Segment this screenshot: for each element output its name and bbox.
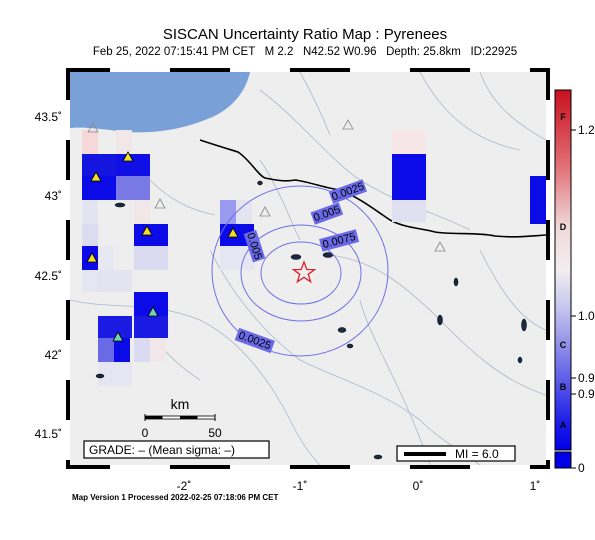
scale-bar: km 0 50 xyxy=(142,396,222,440)
epicenter-star-icon xyxy=(291,260,317,284)
lon-label: 0˚ xyxy=(413,479,424,493)
scale-start: 0 xyxy=(142,426,149,440)
station-triangle xyxy=(154,198,166,209)
grade-letter: D xyxy=(560,222,567,232)
event-info: Feb 25, 2022 07:15:41 PM CET M 2.2 N42.5… xyxy=(92,46,518,58)
scale-end: 50 xyxy=(208,426,222,440)
grade-label: GRADE: – (Mean sigma: –) xyxy=(89,443,235,457)
colorbar: F D C B A 1.2 1.0 0.9 0.9 0 xyxy=(554,89,595,475)
latitude-labels: 43.5˚ 43˚ 42.5˚ 42˚ 41.5˚ xyxy=(35,110,62,441)
scale-unit: km xyxy=(171,396,190,412)
footer-processing-note: Map Version 1 Processed 2022-02-25 07:18… xyxy=(72,493,279,502)
longitude-labels: -2˚ -1˚ 0˚ 1˚ xyxy=(177,479,541,493)
grade-letter: B xyxy=(560,382,567,392)
mi-label: MI = 6.0 xyxy=(455,447,499,461)
lakes xyxy=(95,180,527,460)
lat-label: 43.5˚ xyxy=(35,110,62,124)
sea-area xyxy=(70,72,250,133)
station-triangle xyxy=(112,331,124,342)
contour-lines xyxy=(211,185,389,357)
grade-letter: A xyxy=(560,420,567,430)
lon-label: -2˚ xyxy=(177,479,192,493)
lon-label: -1˚ xyxy=(293,479,308,493)
lat-label: 42.5˚ xyxy=(35,269,62,283)
station-triangle xyxy=(259,206,271,217)
station-triangle xyxy=(227,227,239,238)
colorbar-value: 0.9 xyxy=(578,371,595,385)
mi-legend-box xyxy=(396,445,516,462)
colorbar-value: 1.0 xyxy=(578,309,595,323)
station-triangle xyxy=(122,151,134,162)
colorbar-value: 0 xyxy=(578,461,585,475)
map-title: SISCAN Uncertainty Ratio Map : Pyrenees xyxy=(162,26,448,43)
colorbar-value: 0.9 xyxy=(578,387,595,401)
lat-label: 41.5˚ xyxy=(35,427,62,441)
station-triangle xyxy=(87,122,99,133)
station-triangle xyxy=(90,171,102,182)
rivers xyxy=(70,72,546,465)
grade-letter: C xyxy=(560,340,567,350)
grade-box xyxy=(83,440,270,459)
station-triangle xyxy=(147,306,159,317)
contour-labels: 0.0025 0.005 0.0075 0.005 0.0025 xyxy=(234,179,367,354)
station-triangle xyxy=(434,241,446,252)
lat-label: 43˚ xyxy=(45,189,62,203)
colorbar-value: 1.2 xyxy=(578,123,595,137)
grade-letter: F xyxy=(560,112,566,122)
lat-label: 42˚ xyxy=(45,348,62,362)
station-triangle xyxy=(141,225,153,236)
station-triangle xyxy=(86,252,98,263)
station-triangle xyxy=(342,119,354,130)
stations xyxy=(86,119,446,342)
lon-label: 1˚ xyxy=(530,479,541,493)
